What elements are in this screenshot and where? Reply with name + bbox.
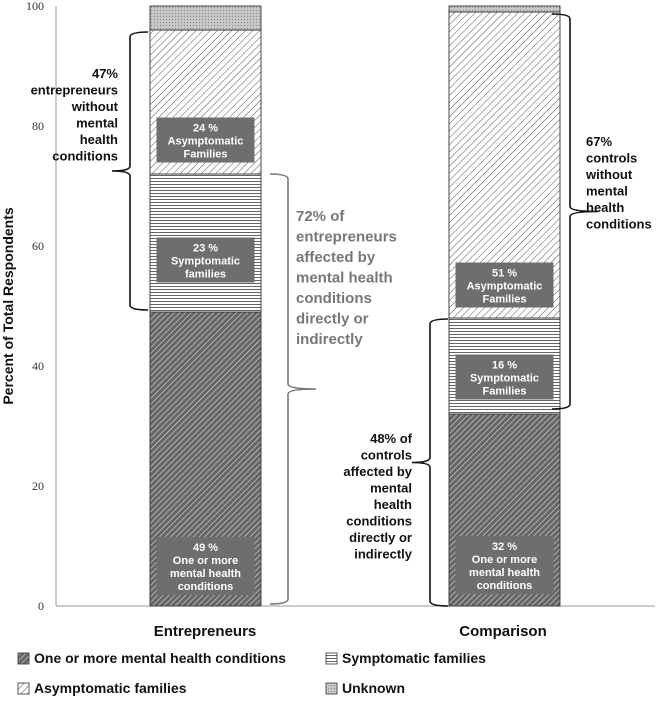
annotation-braces <box>111 13 599 607</box>
segment-label-box <box>156 537 255 595</box>
legend: One or more mental health conditions Symp… <box>17 650 486 696</box>
bar-comparison-unknown <box>448 5 561 13</box>
segment-label-text: 51 % <box>492 268 517 280</box>
annotation-3-line: conditions <box>346 514 412 529</box>
annotation-2-line: conditions <box>586 217 652 232</box>
annotation-2-line: controls <box>586 151 637 166</box>
segment-label-text: Families <box>482 294 526 306</box>
y-axis-label: Percent of Total Respondents <box>0 207 16 405</box>
y-tick-0: 0 <box>38 599 44 613</box>
annotation-texts: 47%entrepreneurswithoutmentalhealthcondi… <box>31 66 652 562</box>
segment-label-text: One or more <box>173 555 238 567</box>
annotation-3-line: controls <box>361 448 412 463</box>
brace-controls-affected <box>411 318 449 607</box>
annotation-0-line: 47% <box>92 66 118 81</box>
annotation-1-line: directly or <box>296 311 369 328</box>
segment-label-box <box>455 262 554 308</box>
annotation-3-line: directly or <box>349 530 412 545</box>
segment-label-text: mental health <box>170 568 241 580</box>
segment-label-box <box>455 536 554 594</box>
brace-controls-without <box>551 13 599 410</box>
legend-unknown-swatch <box>325 682 338 695</box>
segment-label-text: conditions <box>178 581 234 593</box>
y-tick-20: 20 <box>32 479 44 493</box>
y-tick-labels: 0 20 40 60 80 100 <box>26 0 44 613</box>
segment-label-text: Asymptomatic <box>467 281 543 293</box>
brace-entrepreneurs-affected <box>269 173 317 605</box>
y-tick-40: 40 <box>32 359 44 373</box>
annotation-1-line: affected by <box>296 249 376 266</box>
legend-asymptomatic-label: Asymptomatic families <box>34 680 187 696</box>
y-tick-100: 100 <box>26 0 44 13</box>
segment-label-text: 49 % <box>193 542 218 554</box>
segment-label-box <box>455 354 554 400</box>
segment-label-text: Asymptomatic <box>168 136 244 148</box>
annotation-3-line: affected by <box>343 464 412 479</box>
segment-label-text: Families <box>183 149 227 161</box>
legend-mental-health-swatch <box>17 652 30 665</box>
segment-label-text: Symptomatic <box>470 373 539 385</box>
bar-entrepreneurs-unknown <box>149 5 262 31</box>
segment-label-text: 32 % <box>492 541 517 553</box>
segment-label-text: 16 % <box>492 360 517 372</box>
annotation-1-line: indirectly <box>296 331 363 348</box>
y-tick-60: 60 <box>32 239 44 253</box>
y-tick-80: 80 <box>32 119 44 133</box>
annotation-3-line: 48% of <box>370 431 413 446</box>
annotation-0-line: without <box>71 99 119 114</box>
annotation-0-line: conditions <box>52 149 118 164</box>
segment-label-text: Symptomatic <box>171 256 240 268</box>
legend-unknown-label: Unknown <box>342 680 405 696</box>
category-label-entrepreneurs: Entrepreneurs <box>154 623 257 640</box>
annotation-1-line: mental health <box>296 270 393 287</box>
annotation-2-line: without <box>585 167 633 182</box>
legend-asymptomatic-swatch <box>17 682 30 695</box>
legend-mental-health-label: One or more mental health conditions <box>34 650 286 666</box>
category-label-comparison: Comparison <box>459 623 547 640</box>
segment-label-text: 23 % <box>193 243 218 255</box>
brace-entrepreneurs-without <box>111 31 149 311</box>
segment-label-text: One or more <box>472 554 537 566</box>
annotation-2-line: 67% <box>586 134 612 149</box>
annotation-2-line: mental <box>586 184 628 199</box>
annotation-0-line: health <box>80 132 118 147</box>
annotation-2-line: health <box>586 200 624 215</box>
segment-label-box <box>156 117 255 163</box>
annotation-3-line: health <box>374 497 412 512</box>
annotation-1-line: 72% of <box>296 208 345 225</box>
annotation-0-line: mental <box>76 116 118 131</box>
segment-label-text: 24 % <box>193 123 218 135</box>
annotation-3-line: mental <box>370 481 412 496</box>
segment-label-text: mental health <box>469 567 540 579</box>
annotation-3-line: indirectly <box>354 547 413 562</box>
annotation-0-line: entrepreneurs <box>31 83 118 98</box>
segment-label-box <box>156 237 255 283</box>
segment-label-text: Families <box>482 386 526 398</box>
segment-label-text: families <box>185 269 226 281</box>
legend-symptomatic-swatch <box>325 652 338 665</box>
segment-label-text: conditions <box>477 580 533 592</box>
legend-symptomatic-label: Symptomatic families <box>342 650 486 666</box>
annotation-1-line: entrepreneurs <box>296 229 397 246</box>
annotation-1-line: conditions <box>296 290 372 307</box>
